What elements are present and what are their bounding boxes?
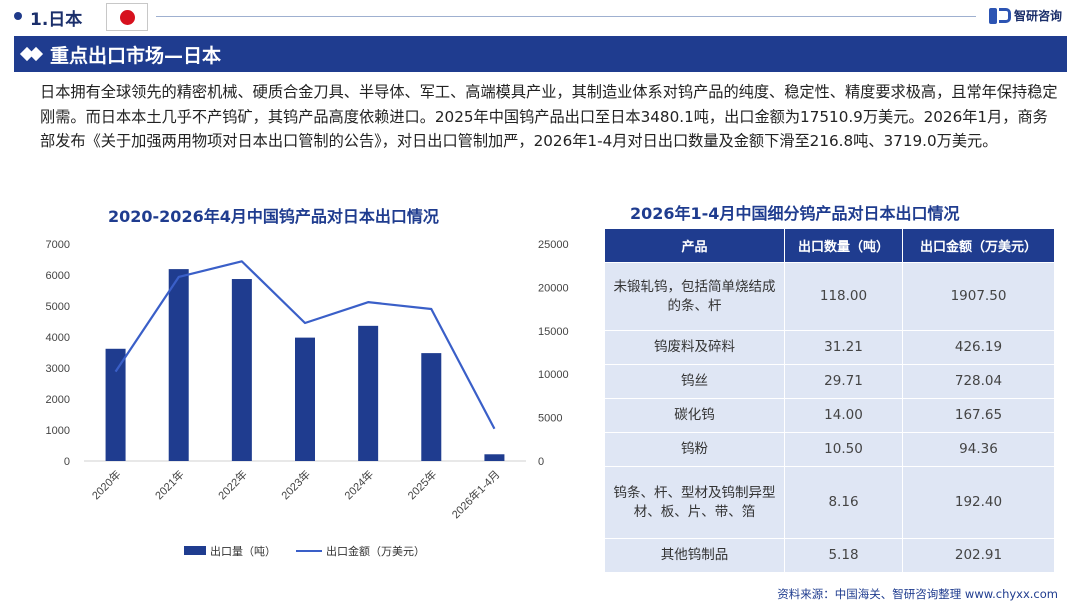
x-tick-label: 2026年1-4月 bbox=[449, 467, 503, 521]
cell-quantity: 14.00 bbox=[784, 398, 903, 433]
bar bbox=[105, 348, 126, 461]
legend-bar-label: 出口量（吨） bbox=[210, 544, 276, 558]
y-left-tick-label: 0 bbox=[64, 456, 70, 468]
x-tick-label: 2023年 bbox=[278, 467, 313, 502]
y-left-tick-label: 5000 bbox=[46, 301, 70, 313]
bar bbox=[484, 454, 505, 461]
y-left-tick-label: 4000 bbox=[46, 332, 70, 344]
cell-quantity: 118.00 bbox=[784, 262, 903, 331]
title-bar: 重点出口市场—日本 bbox=[14, 36, 1067, 72]
body-paragraph: 日本拥有全球领先的精密机械、硬质合金刀具、半导体、军工、高端模具产业，其制造业体… bbox=[40, 83, 1058, 150]
legend-line-label: 出口金额（万美元） bbox=[326, 544, 425, 558]
cell-quantity: 5.18 bbox=[784, 538, 903, 573]
top-bar: 1.日本 智研咨询 bbox=[0, 0, 1080, 34]
x-tick-label: 2025年 bbox=[404, 467, 439, 502]
divider bbox=[156, 16, 976, 17]
bar bbox=[295, 337, 315, 461]
y-left-tick-label: 7000 bbox=[46, 239, 70, 251]
cell-amount: 728.04 bbox=[902, 364, 1055, 399]
table-row: 其他钨制品 5.18 202.91 bbox=[604, 538, 1055, 573]
cell-amount: 192.40 bbox=[902, 466, 1055, 539]
source-note: 资料来源：中国海关、智研咨询整理 www.chyxx.com bbox=[777, 587, 1058, 601]
table-row: 钨条、杆、型材及钨制异型材、板、片、带、箔 8.16 192.40 bbox=[604, 466, 1055, 539]
cell-quantity: 29.71 bbox=[784, 364, 903, 399]
diamond-icon bbox=[19, 46, 44, 62]
y-right-tick-label: 0 bbox=[538, 456, 544, 468]
y-left-tick-label: 3000 bbox=[46, 363, 70, 375]
japan-flag-icon bbox=[106, 3, 148, 31]
y-right-tick-label: 15000 bbox=[538, 326, 569, 338]
cell-product: 未锻轧钨，包括简单烧结成的条、杆 bbox=[604, 262, 785, 331]
cell-quantity: 10.50 bbox=[784, 432, 903, 467]
bar bbox=[168, 269, 189, 461]
product-table: 产品 出口数量（吨） 出口金额（万美元） 未锻轧钨，包括简单烧结成的条、杆 11… bbox=[604, 228, 1055, 573]
cell-amount: 426.19 bbox=[902, 330, 1055, 365]
bar bbox=[421, 353, 442, 461]
table-title: 2026年1-4月中国细分钨产品对日本出口情况 bbox=[630, 204, 960, 223]
cell-amount: 1907.50 bbox=[902, 262, 1055, 331]
table-row: 钨废料及碎料 31.21 426.19 bbox=[604, 330, 1055, 365]
y-left-tick-label: 1000 bbox=[46, 425, 70, 437]
section-label: 1.日本 bbox=[30, 10, 83, 30]
header-product: 产品 bbox=[604, 228, 785, 263]
cell-amount: 202.91 bbox=[902, 538, 1055, 573]
chart-title: 2020-2026年4月中国钨产品对日本出口情况 bbox=[108, 207, 439, 226]
brand-logo-icon bbox=[988, 7, 1011, 24]
cell-product: 碳化钨 bbox=[604, 398, 785, 433]
table-row: 未锻轧钨，包括简单烧结成的条、杆 118.00 1907.50 bbox=[604, 262, 1055, 331]
bar bbox=[231, 279, 252, 461]
cell-product: 其他钨制品 bbox=[604, 538, 785, 573]
cell-quantity: 31.21 bbox=[784, 330, 903, 365]
table-row: 碳化钨 14.00 167.65 bbox=[604, 398, 1055, 433]
cell-product: 钨丝 bbox=[604, 364, 785, 399]
bullet-icon bbox=[14, 12, 22, 20]
x-tick-label: 2020年 bbox=[89, 467, 124, 502]
bar bbox=[358, 325, 379, 461]
cell-product: 钨条、杆、型材及钨制异型材、板、片、带、箔 bbox=[604, 466, 785, 539]
brand: 智研咨询 bbox=[988, 7, 1062, 24]
legend-bar-swatch bbox=[184, 546, 206, 555]
export-chart: 0 1000 2000 3000 4000 5000 6000 7000 0 5000 10000 1… bbox=[46, 239, 569, 558]
y-left-tick-label: 6000 bbox=[46, 270, 70, 282]
y-right-tick-label: 10000 bbox=[538, 369, 569, 381]
header-quantity: 出口数量（吨） bbox=[784, 228, 903, 263]
y-right-tick-label: 25000 bbox=[538, 239, 569, 251]
x-tick-label: 2021年 bbox=[152, 467, 187, 502]
y-right-tick-label: 20000 bbox=[538, 282, 569, 294]
amount-line bbox=[114, 260, 496, 430]
brand-name: 智研咨询 bbox=[1013, 9, 1062, 23]
table-row: 钨丝 29.71 728.04 bbox=[604, 364, 1055, 399]
y-left-tick-label: 2000 bbox=[46, 394, 70, 406]
cell-product: 钨废料及碎料 bbox=[604, 330, 785, 365]
header-amount: 出口金额（万美元） bbox=[902, 228, 1055, 263]
x-tick-label: 2024年 bbox=[341, 467, 376, 502]
table-row: 钨粉 10.50 94.36 bbox=[604, 432, 1055, 467]
cell-amount: 94.36 bbox=[902, 432, 1055, 467]
cell-quantity: 8.16 bbox=[784, 466, 903, 539]
y-right-tick-label: 5000 bbox=[538, 413, 562, 425]
page-title: 重点出口市场—日本 bbox=[50, 45, 222, 67]
x-tick-label: 2022年 bbox=[215, 467, 250, 502]
table-header-row: 产品 出口数量（吨） 出口金额（万美元） bbox=[604, 228, 1055, 263]
cell-amount: 167.65 bbox=[902, 398, 1055, 433]
cell-product: 钨粉 bbox=[604, 432, 785, 467]
